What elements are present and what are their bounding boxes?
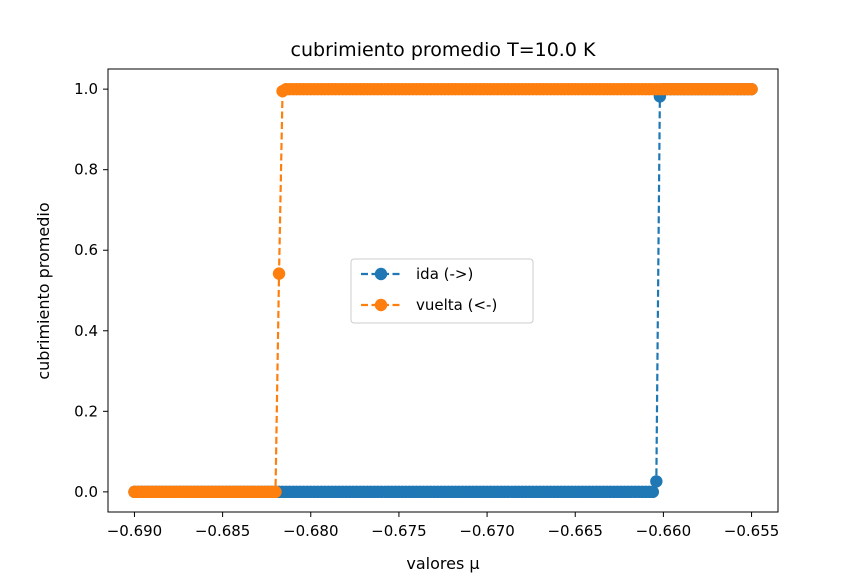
x-tick-label: −0.655 — [724, 522, 780, 540]
data-point — [269, 485, 282, 499]
legend: ida (->) vuelta (<-) — [350, 258, 534, 324]
legend-item: ida (->) — [361, 265, 473, 283]
x-tick-label: −0.670 — [459, 522, 515, 540]
legend-label: vuelta (<-) — [416, 296, 497, 314]
series-layer — [128, 82, 758, 499]
y-tick-label: 0.8 — [74, 161, 98, 179]
y-axis: 0.0 0.2 0.4 0.6 0.8 1.0 — [74, 80, 108, 501]
data-point — [745, 82, 758, 96]
y-tick-label: 0.2 — [74, 402, 98, 420]
legend-marker — [374, 267, 388, 281]
chart-title: cubrimiento promedio T=10.0 K — [291, 39, 596, 61]
y-tick-label: 1.0 — [74, 80, 98, 98]
x-tick-label: −0.685 — [195, 522, 251, 540]
y-tick-label: 0.4 — [74, 322, 98, 340]
x-axis-label: valores μ — [406, 554, 479, 573]
y-tick-label: 0.6 — [74, 241, 98, 259]
data-point — [272, 267, 286, 280]
legend-label: ida (->) — [416, 265, 473, 283]
y-tick-label: 0.0 — [74, 483, 98, 501]
x-tick-label: −0.665 — [547, 522, 603, 540]
x-tick-label: −0.680 — [283, 522, 339, 540]
x-tick-label: −0.660 — [636, 522, 692, 540]
x-tick-label: −0.690 — [107, 522, 163, 540]
data-point — [650, 475, 663, 488]
legend-marker — [374, 298, 388, 312]
data-point — [646, 485, 660, 499]
x-axis: −0.690 −0.685 −0.680 −0.675 −0.670 −0.665 −0.6… — [107, 512, 780, 540]
y-axis-label: cubrimiento promedio — [34, 202, 53, 379]
series-vuelta — [128, 82, 758, 499]
legend-item: vuelta (<-) — [361, 296, 497, 314]
plot-frame — [107, 68, 779, 513]
x-tick-label: −0.675 — [371, 522, 427, 540]
